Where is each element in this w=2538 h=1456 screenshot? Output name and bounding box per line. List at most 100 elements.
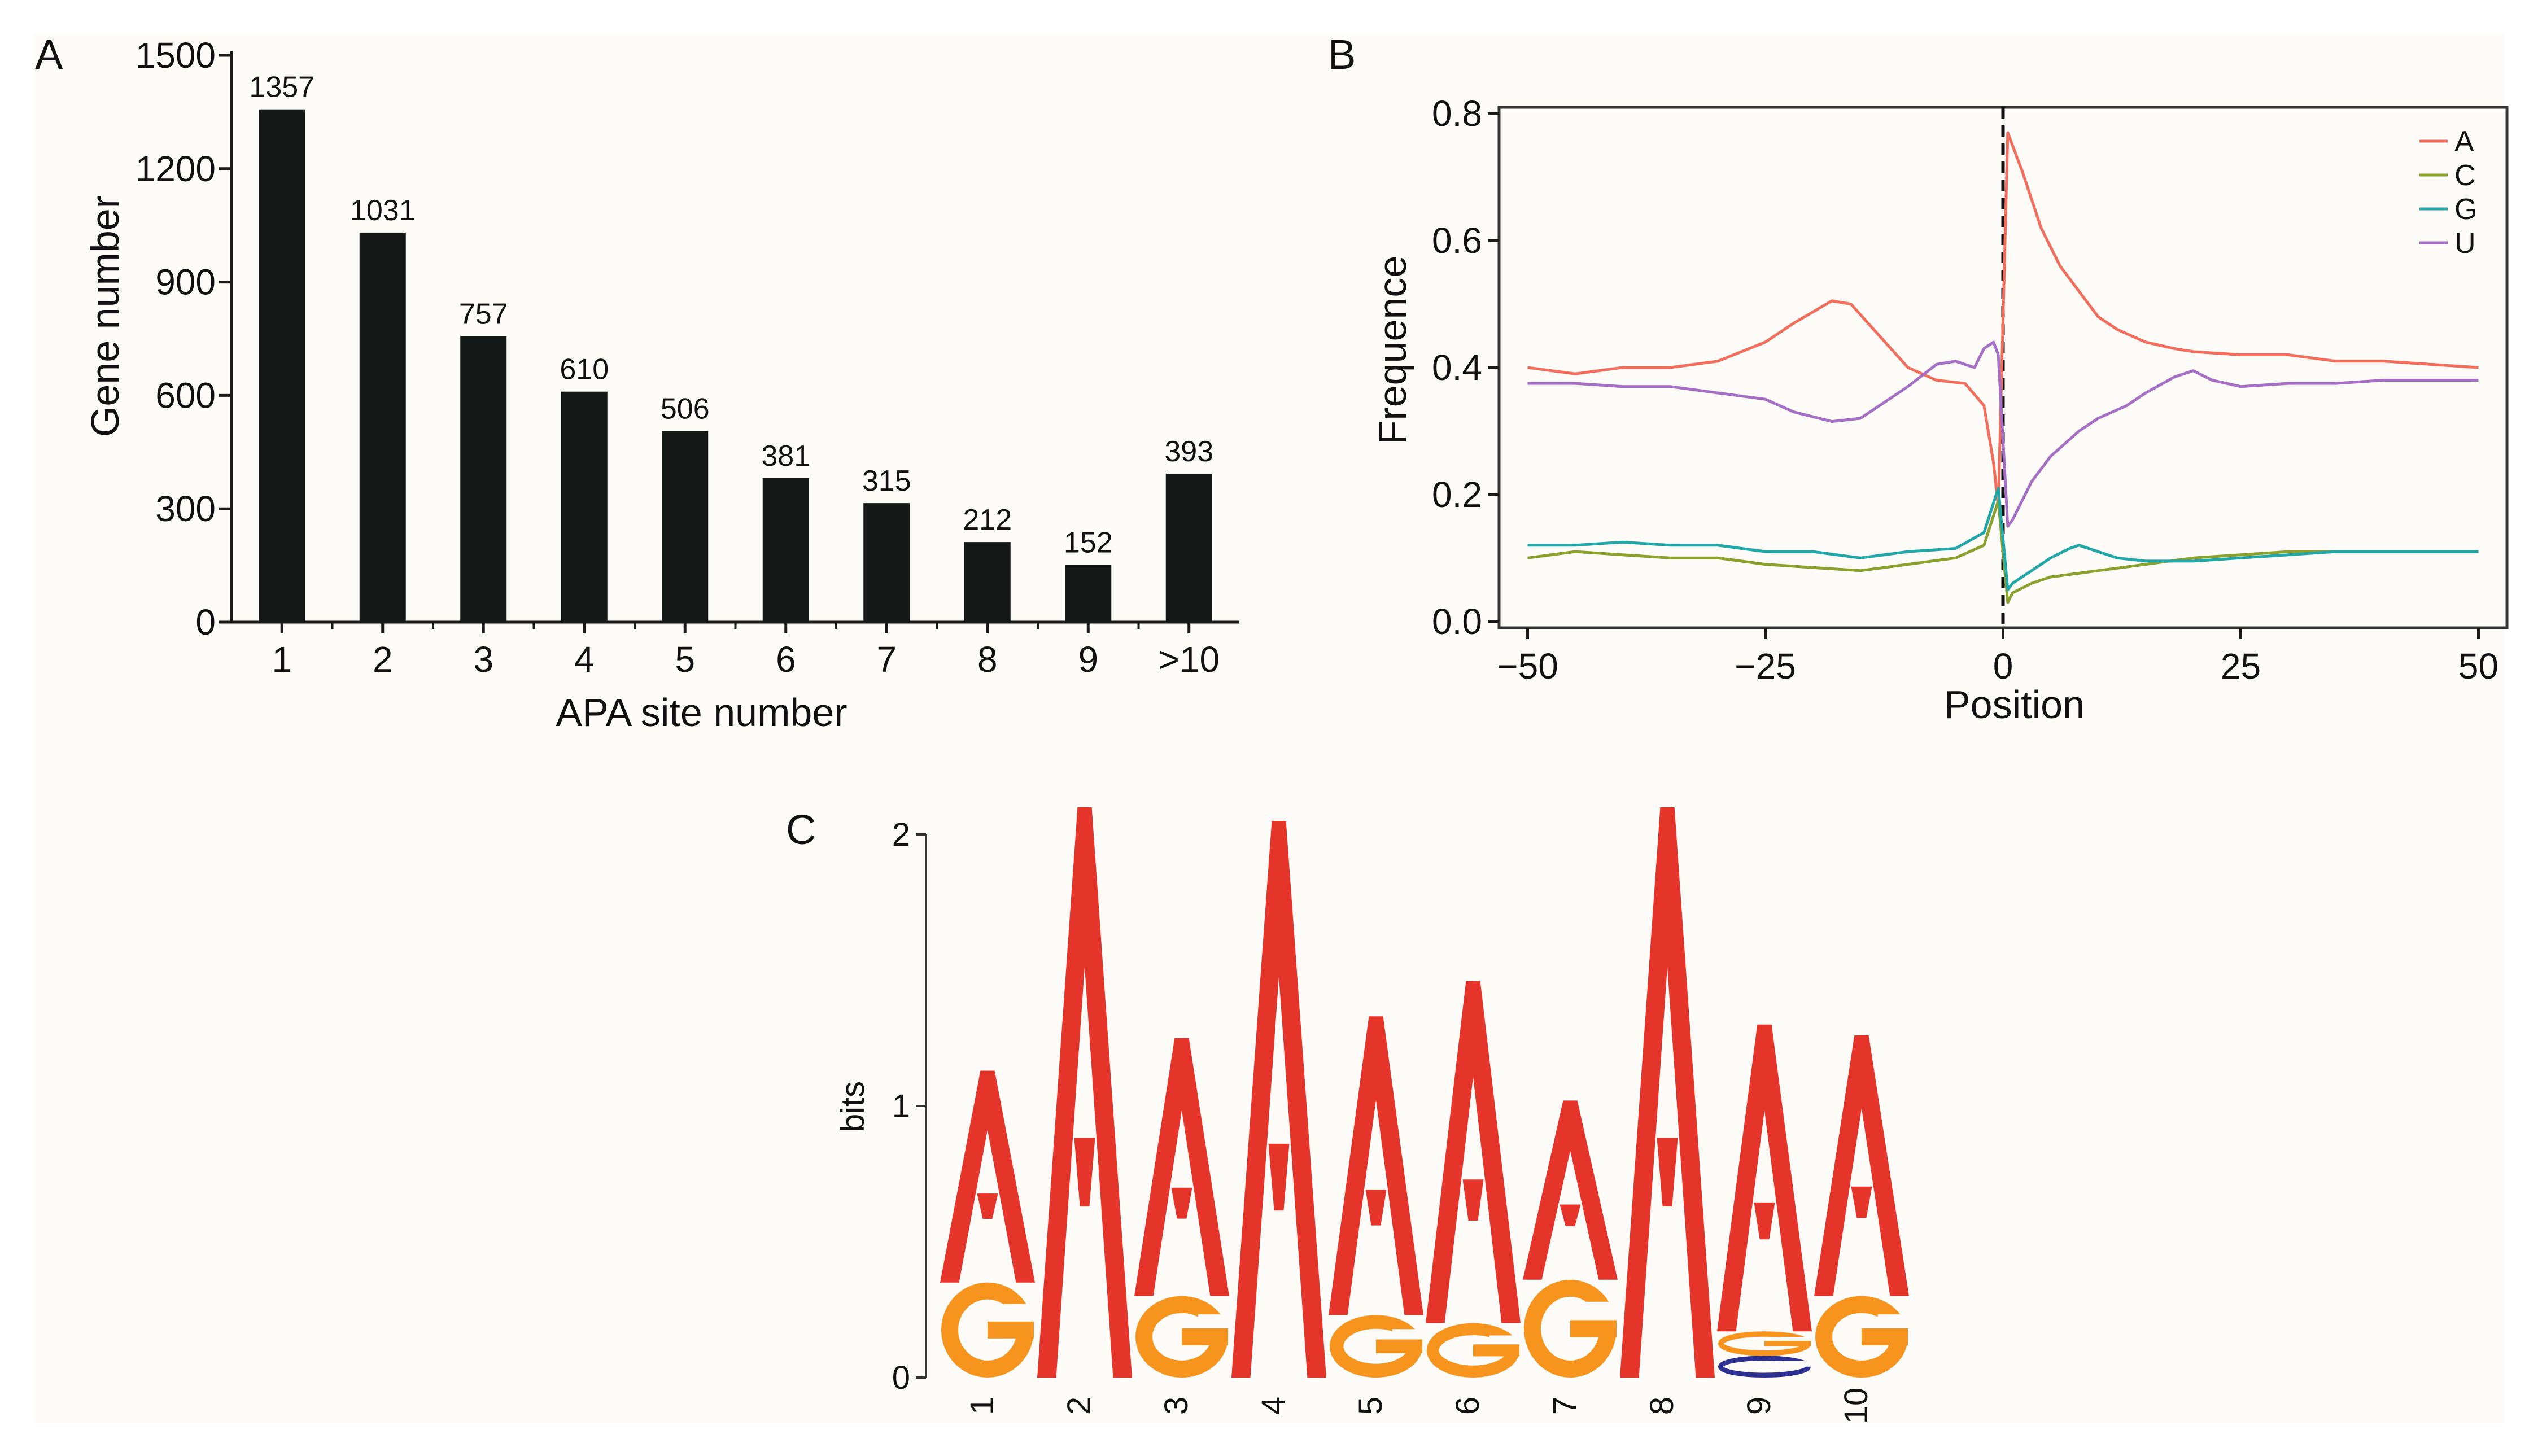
logo-letter-A-crossbar — [1462, 1179, 1484, 1221]
logo-letter-opening — [1780, 1336, 1814, 1344]
position-label: 4 — [1255, 1397, 1292, 1415]
panel-c-sequence-logo: 0 1 2 bits 1 2 3 4 5 6 7 8 9 10 — [835, 807, 1911, 1424]
y-tick-label: 0.4 — [1432, 347, 1482, 388]
y-axis-title: Frequence — [1370, 256, 1414, 445]
position-label: 7 — [1547, 1397, 1583, 1415]
bar — [259, 109, 305, 622]
bar — [964, 542, 1011, 622]
logo-letter-G-bar — [1764, 1341, 1811, 1346]
logo-letter-A-crossbar — [1268, 1143, 1290, 1211]
bar — [460, 336, 507, 622]
logo-letter-A — [1620, 807, 1715, 1378]
bar-value-label: 1357 — [249, 71, 314, 104]
logo-letter-G-bar — [1182, 1328, 1228, 1345]
y-axis-title: bits — [835, 1081, 871, 1132]
x-tick-label: −50 — [1497, 646, 1558, 687]
position-label: 2 — [1061, 1397, 1098, 1415]
panel-a-label: A — [35, 31, 63, 78]
logo-letter-A — [1134, 1038, 1229, 1296]
x-tick-label: 25 — [2221, 646, 2261, 687]
position-label: 3 — [1158, 1397, 1195, 1415]
logo-letter-A — [1329, 1016, 1423, 1315]
x-tick-label: 6 — [776, 639, 796, 680]
legend-label-A: A — [2454, 125, 2474, 158]
x-tick-label: 3 — [473, 639, 493, 680]
position-label: 5 — [1352, 1397, 1389, 1415]
y-tick-label: 0.2 — [1432, 474, 1482, 515]
logo-letter-A — [1717, 1024, 1812, 1332]
position-label: 9 — [1741, 1397, 1777, 1415]
logo-letter-G-bar — [1473, 1344, 1519, 1357]
logo-letter-A — [1231, 821, 1326, 1378]
logo-letter-A-crossbar — [1851, 1186, 1872, 1218]
logo-letter-G-bar — [988, 1321, 1034, 1339]
x-axis-title: Position — [1944, 683, 2085, 727]
x-tick-label: 0 — [1993, 646, 2013, 687]
x-tick-label: >10 — [1158, 639, 1220, 680]
logo-letter-A — [1814, 1035, 1909, 1296]
y-tick-label: 0.0 — [1432, 601, 1482, 642]
x-tick-label: 8 — [977, 639, 998, 680]
logo-letter-G-bar — [1862, 1328, 1908, 1345]
series-line-C — [1527, 499, 2479, 604]
y-tick-label: 900 — [155, 262, 216, 303]
y-tick-label: 2 — [892, 816, 910, 853]
position-label: 8 — [1644, 1397, 1680, 1415]
y-tick-label: 0.6 — [1432, 220, 1482, 261]
position-label: 1 — [964, 1397, 1001, 1415]
bar-value-label: 757 — [459, 298, 508, 330]
x-tick-label: 2 — [373, 639, 393, 680]
x-tick-label: 7 — [876, 639, 897, 680]
x-tick-label: 50 — [2458, 646, 2498, 687]
x-tick-label: 4 — [574, 639, 595, 680]
y-axis-title: Gene number — [83, 195, 127, 437]
bar-value-label: 610 — [560, 353, 609, 386]
logo-letter-G-bar — [1570, 1320, 1617, 1337]
bar-value-label: 381 — [761, 440, 810, 473]
logo-letter-A — [1523, 1100, 1618, 1280]
logo-letter-A-crossbar — [1657, 1138, 1678, 1206]
legend-label-G: G — [2454, 193, 2477, 226]
bar-value-label: 152 — [1064, 526, 1113, 559]
logo-letter-A-crossbar — [1171, 1187, 1192, 1219]
panel-b-label: B — [1328, 31, 1356, 78]
logo-letter-A-crossbar — [977, 1193, 998, 1219]
logo-letter-G-bar — [1376, 1339, 1422, 1353]
y-tick-label: 0.8 — [1432, 93, 1482, 134]
bar — [1165, 473, 1212, 622]
bar-value-label: 315 — [862, 465, 911, 497]
logo-letter-A — [940, 1070, 1035, 1283]
y-tick-label: 1500 — [136, 35, 216, 76]
series-line-G — [1527, 487, 2479, 591]
bar-value-label: 212 — [963, 504, 1012, 536]
logo-letter-opening — [1780, 1361, 1814, 1367]
y-tick-label: 0 — [195, 602, 216, 642]
y-tick-label: 0 — [892, 1359, 910, 1396]
y-tick-label: 300 — [155, 488, 216, 529]
logo-letter-A-crossbar — [1365, 1190, 1387, 1226]
bar-value-label: 1031 — [350, 194, 416, 227]
legend-label-C: C — [2454, 159, 2476, 192]
y-tick-label: 600 — [155, 375, 216, 416]
logo-letter-A-crossbar — [1754, 1202, 1775, 1240]
position-label: 10 — [1838, 1388, 1875, 1424]
x-tick-label: 9 — [1078, 639, 1098, 680]
x-axis-title: APA site number — [556, 690, 847, 734]
bar — [359, 232, 406, 622]
bar — [1065, 565, 1112, 622]
series-line-U — [1527, 340, 2479, 528]
legend-label-U: U — [2454, 227, 2476, 260]
panel-c-label: C — [786, 806, 816, 853]
x-tick-label: −25 — [1735, 646, 1796, 687]
x-tick-label: 1 — [272, 639, 292, 680]
logo-letter-A-crossbar — [1560, 1204, 1581, 1226]
bar — [561, 391, 608, 622]
panel-b-background — [1304, 34, 2504, 740]
logo-letter-A — [1426, 981, 1521, 1323]
logo-letter-A — [1037, 807, 1132, 1378]
bar — [762, 478, 809, 622]
bar-value-label: 506 — [661, 392, 710, 425]
position-label: 6 — [1449, 1397, 1486, 1415]
panel-a-bar-chart: 0 300 600 900 1200 1500 1 1357 2 1031 3 757 4 610 5 506… — [83, 35, 1239, 734]
